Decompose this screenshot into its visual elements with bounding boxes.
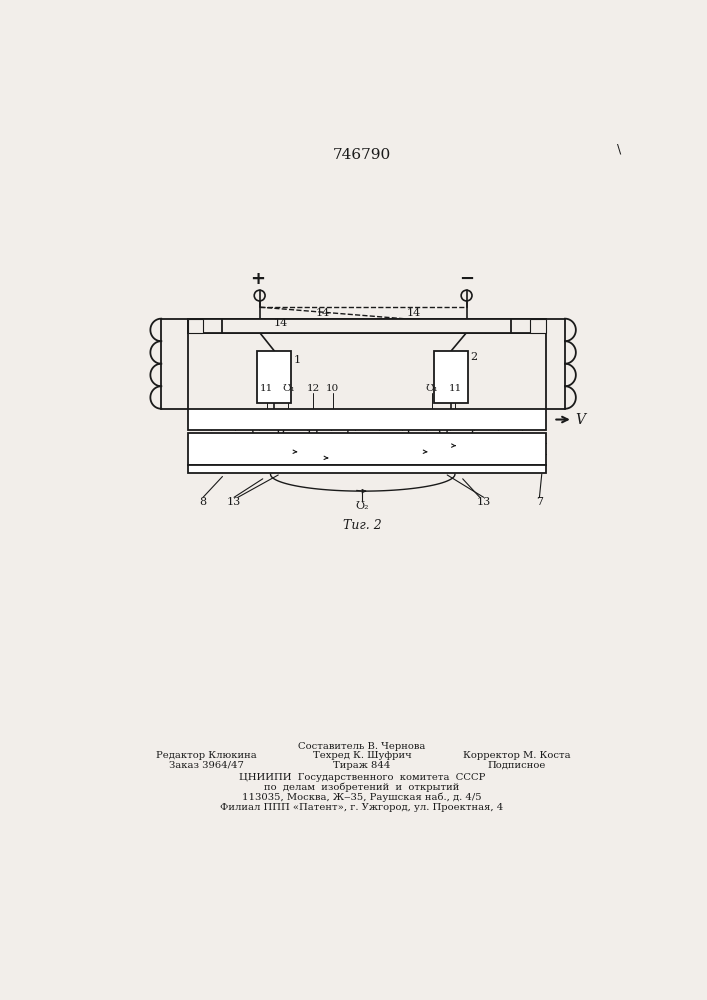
Bar	[187, 465, 546, 473]
Bar	[434, 351, 468, 403]
Text: 746790: 746790	[333, 148, 391, 162]
Text: Ʊ₁: Ʊ₁	[282, 384, 295, 393]
Text: Подписное: Подписное	[488, 761, 546, 770]
Text: −: −	[459, 270, 474, 288]
Text: 13: 13	[477, 497, 491, 507]
Text: 14: 14	[315, 308, 329, 318]
Text: 11: 11	[448, 384, 462, 393]
Bar	[257, 351, 291, 403]
Bar	[187, 433, 546, 465]
Text: +: +	[250, 270, 265, 288]
Bar	[187, 319, 223, 333]
Text: 7: 7	[536, 497, 543, 507]
Text: 12: 12	[307, 384, 320, 393]
Text: Ʊ₂: Ʊ₂	[355, 501, 368, 511]
Text: Τиг. 2: Τиг. 2	[343, 519, 381, 532]
Text: Редактор Клюкина: Редактор Клюкина	[156, 751, 257, 760]
Text: 2: 2	[470, 352, 477, 362]
Text: 1: 1	[293, 355, 301, 365]
Text: 14: 14	[274, 318, 288, 328]
Bar	[530, 319, 546, 333]
Text: Техред К. Шуфрич: Техред К. Шуфрич	[312, 751, 411, 760]
Text: по  делам  изобретений  и  открытий: по делам изобретений и открытий	[264, 783, 460, 792]
Text: Филиал ППП «Патент», г. Ужгород, ул. Проектная, 4: Филиал ППП «Патент», г. Ужгород, ул. Про…	[221, 803, 503, 812]
Bar	[187, 319, 203, 333]
Text: \: \	[617, 143, 621, 156]
Bar	[187, 319, 546, 333]
Text: V: V	[575, 413, 585, 427]
Text: 14: 14	[407, 308, 421, 318]
Text: ЦНИИПИ  Государственного  комитета  СССР: ЦНИИПИ Государственного комитета СССР	[239, 773, 485, 782]
Text: 10: 10	[326, 384, 339, 393]
Text: Тираж 844: Тираж 844	[333, 761, 391, 770]
Text: Составитель В. Чернова: Составитель В. Чернова	[298, 742, 426, 751]
Text: 8: 8	[199, 497, 206, 507]
Bar	[510, 319, 546, 333]
Text: 11: 11	[260, 384, 273, 393]
Text: Заказ 3964/47: Заказ 3964/47	[169, 761, 244, 770]
Text: Корректор М. Коста: Корректор М. Коста	[463, 751, 571, 760]
Bar	[187, 409, 546, 430]
Text: 13: 13	[227, 497, 241, 507]
Text: 113035, Москва, Ж‒35, Раушская наб., д. 4/5: 113035, Москва, Ж‒35, Раушская наб., д. …	[242, 793, 481, 802]
Text: Ʊ₁: Ʊ₁	[426, 384, 438, 393]
